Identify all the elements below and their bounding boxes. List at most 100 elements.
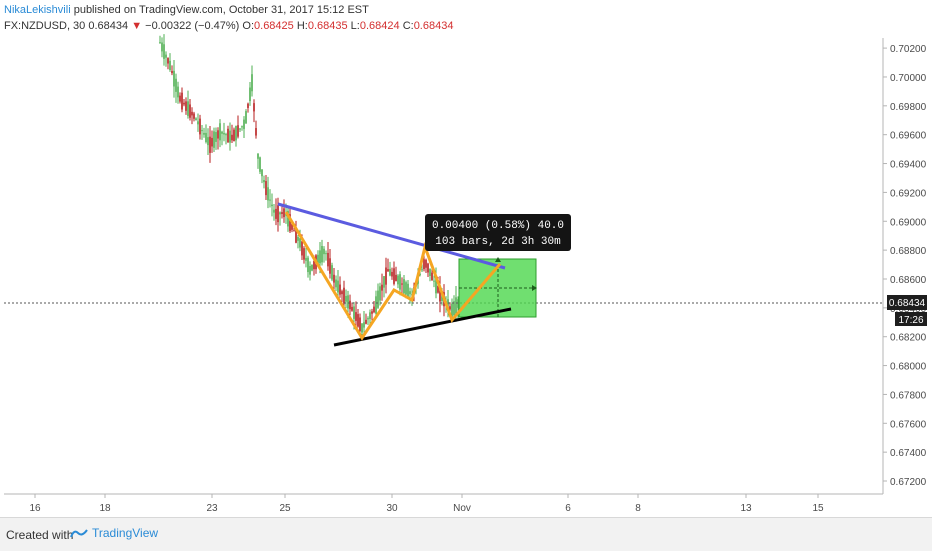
footer-bar: Created with TradingView: [0, 517, 932, 551]
candle-body: [253, 103, 255, 112]
y-tick-label: 0.69400: [890, 160, 927, 171]
candle-body: [189, 104, 191, 118]
x-tick-label: 6: [565, 503, 571, 514]
candle-body: [279, 212, 281, 215]
candle-body: [201, 130, 203, 132]
y-tick-label: 0.67200: [890, 477, 927, 488]
candle-body: [453, 301, 455, 316]
high-value: 0.68435: [307, 20, 348, 32]
candle-body: [181, 92, 183, 110]
candle-body: [229, 130, 231, 143]
candle-body: [291, 223, 293, 230]
candle-body: [273, 209, 275, 213]
y-tick-label: 0.69800: [890, 102, 927, 113]
candle-body: [401, 283, 403, 285]
candle-body: [321, 246, 323, 263]
candle-body: [327, 252, 329, 267]
candle-body: [407, 283, 409, 298]
candle-body: [319, 250, 321, 264]
support-trendline[interactable]: [333, 307, 512, 347]
y-tick-label: 0.70200: [890, 44, 927, 55]
candle-body: [241, 126, 243, 128]
candle-body: [171, 71, 173, 74]
y-tick-label: 0.68200: [890, 333, 927, 344]
close-label: C:: [402, 20, 414, 32]
time-axis[interactable]: 16 18 23 25 30 Nov 6 8 13 15: [29, 494, 824, 514]
candle-body: [355, 312, 357, 321]
candle-body: [421, 269, 423, 271]
candle-body: [457, 299, 459, 308]
candle-body: [367, 318, 369, 320]
candle-body: [243, 119, 245, 129]
current-price-label-bg: [887, 295, 927, 310]
candle-body: [383, 276, 385, 288]
candle-body: [305, 257, 307, 261]
last-price: 0.68434: [88, 20, 129, 32]
candle-body: [165, 54, 167, 58]
candle-body: [361, 323, 363, 333]
y-tick-label: 0.68600: [890, 275, 927, 286]
candle-body: [419, 273, 421, 276]
candle-body: [287, 210, 289, 227]
candle-body: [335, 279, 337, 288]
x-tick-label: 23: [206, 503, 218, 514]
candle-body: [163, 44, 165, 59]
plot-area[interactable]: [4, 38, 883, 510]
x-tick-label: 25: [279, 503, 291, 514]
low-value: 0.68424: [359, 20, 400, 32]
candle-body: [263, 180, 265, 183]
candle-body: [399, 274, 401, 290]
high-label: H:: [296, 20, 308, 32]
candle-body: [215, 132, 217, 142]
candle-body: [277, 205, 279, 223]
low-label: L:: [350, 20, 360, 32]
arrow-right-icon: [532, 285, 537, 291]
candle-body: [329, 258, 331, 274]
candle-body: [403, 279, 405, 294]
author-link[interactable]: NikaLekishvili: [4, 4, 71, 16]
candle-body: [425, 259, 427, 268]
candle-body: [203, 132, 205, 135]
y-tick-label: 0.69000: [890, 217, 927, 228]
candle-body: [451, 303, 453, 318]
candle-body: [247, 103, 249, 108]
y-tick-label: 0.68800: [890, 246, 927, 257]
candle-body: [271, 204, 273, 207]
candle-body: [175, 78, 177, 92]
candle-body: [261, 169, 263, 177]
candle-body: [385, 267, 387, 285]
candle-body: [337, 280, 339, 293]
candle-body: [369, 312, 371, 319]
candle-body: [309, 266, 311, 275]
candle-body: [283, 208, 285, 218]
y-tick-label: 0.68000: [890, 362, 927, 373]
resistance-trendline[interactable]: [277, 202, 506, 270]
candle-body: [251, 74, 253, 92]
candle-body: [235, 125, 237, 141]
candle-body: [191, 111, 193, 116]
candle-body: [345, 295, 347, 302]
candle-body: [275, 208, 277, 219]
candle-body: [387, 269, 389, 272]
candle-body: [161, 42, 163, 52]
candle-body: [219, 123, 221, 141]
tradingview-link[interactable]: TradingView: [70, 526, 158, 540]
price-axis[interactable]: 0.70200 0.70000 0.69800 0.69600 0.69400 0.692…: [883, 44, 927, 488]
candle-body: [341, 291, 343, 295]
candle-body: [265, 181, 267, 196]
candle-body: [303, 248, 305, 260]
candle-body: [255, 128, 257, 136]
candle-body: [365, 319, 367, 324]
price-chart[interactable]: 0.70200 0.70000 0.69800 0.69600 0.69400 0.692…: [0, 0, 932, 517]
candle-body: [347, 295, 349, 309]
change-value: −0.00322 (−0.47%): [145, 20, 240, 32]
zigzag-pattern[interactable]: [284, 211, 502, 341]
candle-body: [393, 268, 395, 284]
candle-body: [381, 284, 383, 291]
candle-body: [357, 314, 359, 327]
x-tick-label: 8: [635, 503, 641, 514]
candle-body: [239, 128, 241, 130]
candle-body: [307, 257, 309, 273]
candle-body: [209, 136, 211, 153]
candle-body: [299, 238, 301, 248]
